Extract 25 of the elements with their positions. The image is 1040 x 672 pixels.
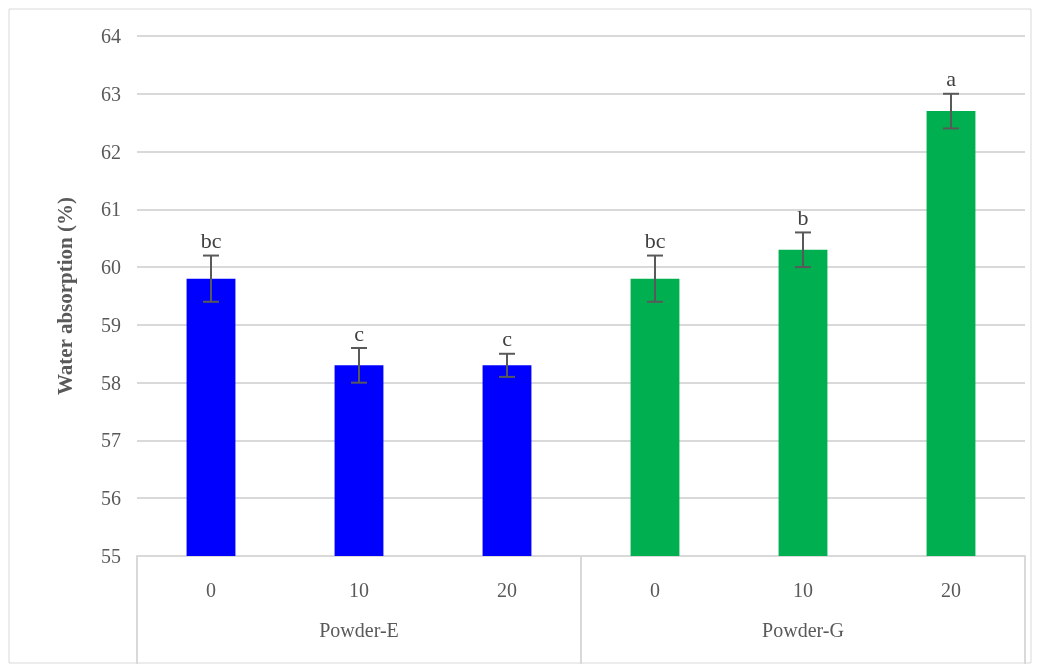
y-tick-label: 55 — [101, 545, 121, 567]
x-tick-label: 0 — [206, 579, 216, 601]
data-label: a — [946, 66, 957, 92]
x-tick-label: 20 — [497, 579, 517, 601]
y-axis-title: Water absorption (%) — [52, 197, 77, 395]
data-label: bc — [200, 228, 222, 254]
data-label: c — [354, 320, 365, 346]
data-label: bc — [644, 228, 666, 254]
y-tick-label: 62 — [101, 140, 121, 163]
data-label: b — [797, 204, 809, 230]
y-tick-label: 63 — [101, 82, 121, 105]
text: Powder-G — [762, 619, 844, 641]
y-tick-label: 57 — [101, 429, 121, 452]
y-tick-label: 60 — [101, 256, 121, 279]
x-tick-label: 20 — [941, 579, 961, 601]
y-tick-label: 61 — [101, 198, 121, 221]
y-tick-label: 58 — [101, 371, 121, 394]
x-tick-label: 0 — [650, 579, 660, 601]
data-label: c — [502, 326, 513, 352]
y-tick-label: 59 — [101, 313, 121, 336]
y-tick-label: 64 — [101, 25, 121, 47]
text: Powder-E — [319, 619, 399, 641]
x-tick-label: 10 — [793, 579, 813, 601]
y-tick-label: 56 — [101, 487, 121, 510]
x-tick-label: 10 — [349, 579, 369, 601]
